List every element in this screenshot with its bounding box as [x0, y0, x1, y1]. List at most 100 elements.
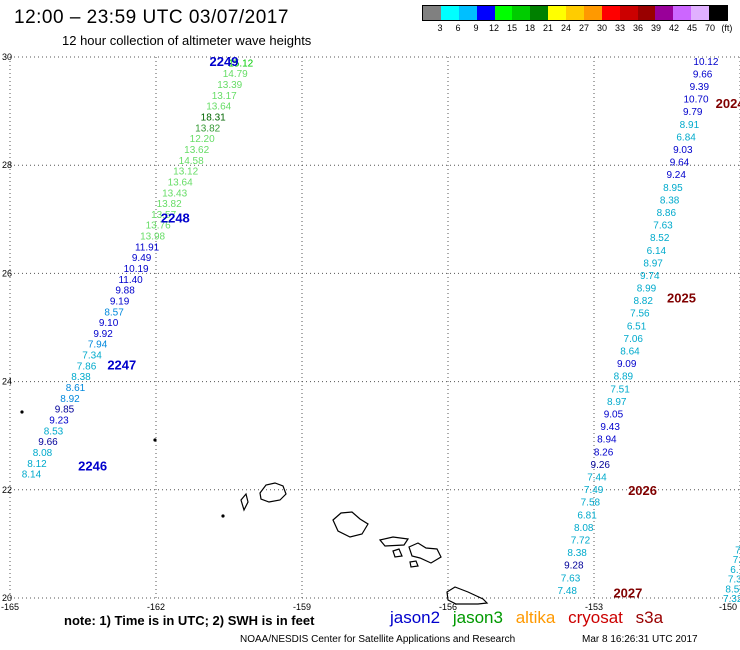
swh-value: 6.51: [627, 321, 647, 332]
swh-value: 12.20: [190, 134, 215, 145]
swh-value: 14.79: [223, 69, 248, 80]
swh-value: 7.06: [624, 334, 644, 345]
scale-label: 39: [650, 23, 662, 33]
swh-value: 9.26: [591, 460, 611, 471]
scale-swatch: [512, 6, 531, 20]
swh-value: 7.3: [728, 575, 740, 586]
swh-value: 8.61: [66, 383, 86, 394]
swh-value: 9.19: [110, 296, 130, 307]
swh-value: 13.76: [146, 221, 171, 232]
swh-value: 8.53: [44, 426, 64, 437]
scale-label: 70: [704, 23, 716, 33]
scale-swatch: [583, 6, 602, 20]
swh-value: 13.17: [212, 91, 237, 102]
swh-value: 8.82: [633, 296, 653, 307]
swh-value: 13.98: [140, 232, 165, 243]
swh-value: 13.82: [195, 123, 220, 134]
time-label: 2249: [210, 54, 239, 69]
track-west: 15.1214.7913.3913.1713.6418.3113.8212.20…: [22, 54, 254, 481]
swh-value: 9.88: [115, 286, 135, 297]
lon-tick-label: -156: [439, 602, 457, 612]
swh-value: 13.43: [162, 188, 187, 199]
swh-value: 8.26: [594, 447, 614, 458]
credit-text: NOAA/NESDIS Center for Satellite Applica…: [240, 634, 516, 645]
lat-lon-grid: -165 -162 -159 -156 -153 -150 30 28 26 24 22 20: [1, 52, 740, 612]
lat-tick-label: 26: [2, 268, 12, 278]
lon-tick-label: -162: [147, 602, 165, 612]
scale-label: 42: [668, 23, 680, 33]
scale-swatch: [423, 6, 441, 20]
swh-value: 9.09: [617, 359, 637, 370]
island-maui: [408, 542, 442, 564]
swh-value: 8.91: [680, 120, 700, 131]
swh-value: 9.05: [604, 410, 624, 421]
swh-value: 7: [735, 545, 740, 556]
scale-label: 3: [437, 23, 443, 33]
color-scale-swatches: [422, 5, 728, 21]
scale-label: 36: [632, 23, 644, 33]
swh-value: 7.48: [557, 586, 577, 597]
swh-value: 8.08: [33, 448, 53, 459]
map-subtitle: 12 hour collection of altimeter wave hei…: [62, 33, 312, 48]
time-label: 2024: [716, 96, 740, 111]
scale-label: 30: [596, 23, 608, 33]
swh-value: 13.82: [157, 199, 182, 210]
swh-value: 10.12: [693, 57, 718, 68]
swh-value: 13.39: [217, 80, 242, 91]
island-hawaii: [446, 586, 489, 605]
scale-swatch: [655, 6, 674, 20]
swh-value: 6.81: [577, 510, 597, 521]
time-label: 2246: [78, 458, 107, 473]
swh-value: 7.63: [561, 573, 581, 584]
swh-value: 9.74: [640, 271, 660, 282]
swh-value: 7.94: [88, 340, 108, 351]
lat-tick-label: 28: [2, 160, 12, 170]
swh-value: 8.86: [657, 208, 677, 219]
swh-value: 9.43: [600, 422, 620, 433]
swh-value: 11.91: [135, 242, 160, 253]
map-title: 12:00 – 23:59 UTC 03/07/2017: [14, 7, 289, 28]
lat-tick-label: 22: [2, 485, 12, 495]
legend-jason2: jason2: [390, 608, 441, 627]
swh-value: 9.66: [38, 437, 58, 448]
swh-value: 8.92: [60, 394, 80, 405]
lon-tick-label: -150: [719, 602, 737, 612]
swh-value: 13.12: [173, 167, 198, 178]
scale-swatch: [530, 6, 549, 20]
lon-tick-label: -165: [1, 602, 19, 612]
color-scale: 3 6 9 12 15 18 21 24 27 30 33 36 39 42 45 70 (ft): [422, 5, 732, 35]
swh-value: 9.49: [132, 253, 152, 264]
swh-value: 13.64: [206, 102, 231, 113]
swh-value: 8.95: [663, 183, 683, 194]
swh-value: 7.72: [571, 535, 591, 546]
scale-label: 33: [614, 23, 626, 33]
swh-value: 8.56: [725, 584, 740, 595]
swh-value: 9.92: [93, 329, 113, 340]
swh-value: 18.31: [201, 113, 226, 124]
generated-time: Mar 8 16:26:31 UTC 2017: [582, 634, 698, 645]
swh-value: 13.62: [184, 145, 209, 156]
swh-value: 10.19: [124, 264, 149, 275]
swh-value: 9.85: [55, 405, 75, 416]
time-label: 2027: [613, 586, 642, 601]
swh-value: 8.94: [597, 435, 617, 446]
swh-value: 6.: [730, 565, 738, 576]
swh-value: 8.89: [614, 372, 634, 383]
scale-swatch: [637, 6, 656, 20]
swh-value: 9.24: [666, 170, 686, 181]
scale-label: 45: [686, 23, 697, 33]
island-islet: [20, 410, 24, 414]
swh-value: 9.39: [690, 82, 710, 93]
scale-swatch: [619, 6, 638, 20]
swh-value: 7.49: [584, 485, 604, 496]
island-islet: [221, 514, 225, 518]
scale-label: 15: [506, 23, 518, 33]
legend-cryosat: cryosat: [568, 608, 623, 627]
island-oahu: [332, 511, 369, 538]
legend-altika: altika: [515, 608, 556, 627]
island-molokai: [378, 536, 410, 547]
swh-value: 8.38: [71, 372, 91, 383]
scale-label: 27: [578, 23, 590, 33]
swh-value: 7.86: [77, 361, 97, 372]
scale-swatch: [709, 6, 727, 20]
